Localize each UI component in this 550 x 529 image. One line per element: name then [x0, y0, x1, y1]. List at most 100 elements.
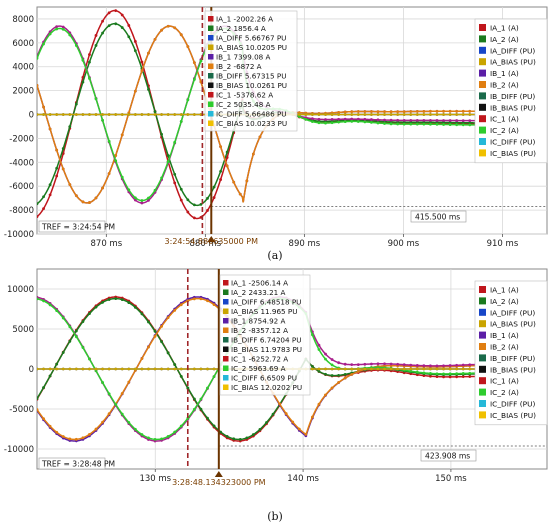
series-point-7 [343, 113, 347, 116]
x-tick-label: 140 ms [287, 474, 319, 484]
legend-entry: IA_BIAS (PU) [490, 320, 536, 329]
series-point-4 [363, 362, 367, 366]
series-point-5 [337, 120, 341, 124]
series-point-7 [153, 113, 157, 116]
series-point-1 [245, 436, 249, 440]
panel-caption: (b) [267, 510, 283, 523]
series-point-3 [74, 194, 78, 198]
legend-swatch [479, 297, 486, 305]
series-point-5 [140, 433, 144, 436]
series-point-3 [429, 109, 432, 113]
series-point-1 [166, 351, 170, 355]
series-point-1 [324, 372, 327, 376]
series-point-0 [94, 34, 98, 37]
readout-value: IB_1 8754.92 A [231, 317, 286, 326]
legend-swatch [479, 69, 486, 77]
series-point-3 [61, 435, 65, 438]
legend-swatch [479, 400, 486, 407]
series-point-4 [350, 363, 354, 367]
tref-label: TREF = 3:28:48 PM [41, 459, 115, 468]
series-point-1 [166, 154, 170, 157]
legend-entry: IC_2 (A) [490, 126, 519, 135]
series-point-5 [199, 397, 203, 401]
series-point-3 [179, 33, 183, 37]
y-tick-label: -2000 [9, 134, 34, 144]
series-point-4 [435, 119, 439, 122]
x-tick-label: 130 ms [139, 474, 171, 484]
series-point-4 [376, 362, 380, 366]
series-point-4 [448, 119, 452, 122]
series-point-7 [147, 367, 150, 371]
series-point-1 [265, 421, 268, 424]
series-point-3 [258, 135, 262, 139]
cursor-time-label: 3:28:48.134323000 PM [172, 478, 266, 487]
series-point-1 [74, 329, 78, 333]
series-point-7 [88, 113, 91, 116]
series-point-3 [81, 436, 85, 440]
series-point-4 [337, 361, 341, 365]
series-point-5 [206, 386, 209, 390]
series-point-3 [42, 105, 45, 109]
readout-swatch [208, 120, 214, 126]
series-point-0 [455, 375, 459, 379]
series-point-7 [61, 113, 65, 116]
series-point-1 [179, 374, 183, 378]
legend-entry: IB_2 (A) [490, 343, 519, 352]
legend-swatch [479, 92, 486, 100]
legend-entry: IB_BIAS (PU) [490, 365, 536, 374]
series-point-5 [422, 371, 426, 375]
series-point-1 [251, 433, 255, 436]
series-point-5 [383, 122, 386, 125]
series-point-5 [415, 370, 419, 374]
series-point-7 [212, 367, 216, 371]
series-point-4 [343, 362, 347, 366]
series-point-3 [350, 372, 354, 376]
x-tick-label: 870 ms [91, 239, 123, 249]
legend-swatch [479, 286, 486, 293]
legend-entry: IA_DIFF (PU) [490, 46, 535, 55]
legend-entry: IB_BIAS (PU) [490, 103, 536, 112]
series-point-3 [311, 415, 314, 419]
series-point-7 [173, 113, 177, 116]
series-point-1 [225, 150, 229, 154]
series-point-1 [42, 386, 45, 389]
series-point-5 [297, 115, 301, 118]
x-tick-label: 880 ms [190, 239, 222, 249]
series-point-7 [68, 113, 72, 116]
panel-a: 8000 6000 4000 2000 0 -2000 -4000 -6000 -8000 -10… [4, 6, 548, 262]
delta-box [410, 210, 467, 223]
series-point-5 [81, 346, 85, 349]
series-point-5 [442, 372, 445, 376]
series-point-1 [442, 121, 445, 124]
series-point-5 [422, 122, 426, 126]
legend-entry: IB_1 (A) [490, 69, 519, 78]
series-point-7 [461, 367, 465, 371]
legend-swatch [479, 377, 486, 385]
series-point-3 [153, 334, 157, 338]
series-point-3 [212, 303, 216, 307]
series-point-3 [37, 84, 39, 87]
series-point-5 [350, 120, 354, 123]
legend-swatch [479, 35, 486, 43]
series-point-3 [199, 297, 203, 301]
series-point-7 [127, 113, 131, 116]
series-point-1 [186, 198, 190, 202]
series-point-1 [101, 31, 104, 35]
series-point-5 [435, 372, 439, 376]
legend-entry: IC_DIFF (PU) [490, 400, 536, 409]
series-point-1 [94, 305, 98, 309]
series-point-5 [166, 434, 170, 438]
series-point-5 [461, 372, 465, 375]
series-point-1 [192, 397, 196, 401]
series-point-7 [415, 367, 419, 371]
series-point-1 [448, 121, 452, 124]
readout-swatch [223, 346, 229, 352]
series-point-7 [101, 367, 104, 371]
series-point-1 [232, 437, 236, 441]
series-point-5 [311, 333, 314, 337]
series-point-1 [37, 397, 39, 400]
series-point-4 [396, 118, 400, 122]
series-point-5 [330, 363, 334, 367]
legend-swatch [479, 103, 486, 111]
series-point-5 [363, 120, 367, 124]
